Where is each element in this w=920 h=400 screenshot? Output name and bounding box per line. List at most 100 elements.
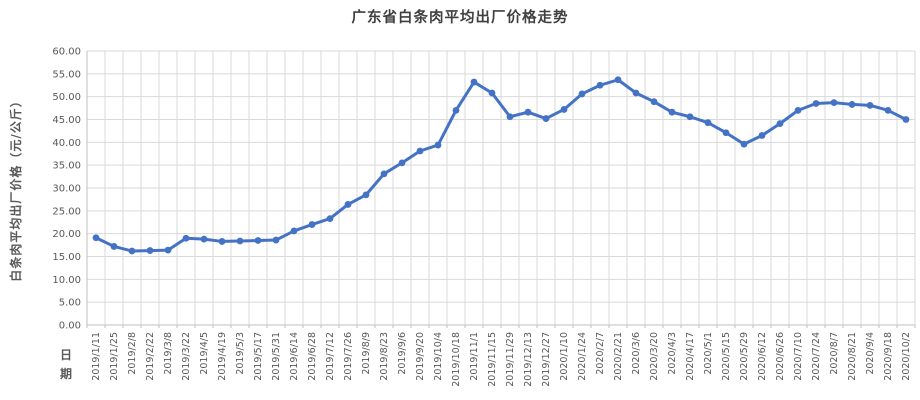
y-tick-label: 30.00 bbox=[52, 184, 81, 195]
data-point bbox=[884, 106, 892, 114]
y-tick-label: 50.00 bbox=[52, 92, 81, 103]
y-tick-label: 20.00 bbox=[52, 229, 81, 240]
x-tick-label: 2019/2/22 bbox=[145, 332, 156, 381]
x-tick-label: 2019/3/22 bbox=[181, 332, 192, 381]
data-point bbox=[704, 119, 712, 127]
x-tick-label: 2020/1/24 bbox=[577, 332, 588, 381]
y-tick-label: 60.00 bbox=[52, 47, 81, 58]
y-tick-label: 40.00 bbox=[52, 138, 81, 149]
data-point bbox=[272, 236, 280, 244]
x-tick-label: 2019/4/19 bbox=[217, 332, 228, 381]
x-tick-label: 2020/5/15 bbox=[721, 332, 732, 381]
x-tick-label: 2019/11/29 bbox=[505, 332, 516, 387]
y-axis-title: 白条肉平均出厂价格（元/公斤） bbox=[8, 94, 23, 281]
data-point bbox=[812, 100, 820, 107]
data-point bbox=[596, 81, 604, 89]
x-tick-label: 2020/4/3 bbox=[667, 332, 678, 375]
x-tick-label: 2019/6/14 bbox=[289, 332, 300, 381]
data-point bbox=[290, 227, 298, 235]
data-point bbox=[776, 120, 784, 128]
data-point bbox=[200, 235, 208, 243]
price-line-series bbox=[94, 78, 908, 253]
x-tick-label: 2020/3/6 bbox=[631, 332, 642, 375]
data-point bbox=[326, 215, 334, 222]
data-point bbox=[164, 246, 172, 254]
x-tick-label: 2019/10/18 bbox=[451, 332, 462, 387]
data-point bbox=[506, 113, 514, 121]
data-point bbox=[686, 113, 694, 121]
data-point bbox=[344, 201, 352, 208]
x-axis-tick-labels: 2019/1/11 2019/1/25 2019/2/8 2019/2/22 2019/… bbox=[91, 332, 912, 387]
data-point bbox=[182, 234, 190, 242]
x-tick-label: 2020/1/10 bbox=[559, 332, 570, 381]
x-tick-label: 2019/11/15 bbox=[487, 332, 498, 387]
x-tick-label: 2019/7/12 bbox=[325, 332, 336, 381]
x-tick-label: 2019/9/6 bbox=[397, 332, 408, 375]
data-point bbox=[668, 108, 676, 116]
x-tick-label: 2020/6/26 bbox=[775, 332, 786, 381]
data-point bbox=[722, 129, 730, 137]
x-tick-label: 2019/1/25 bbox=[109, 332, 120, 381]
data-point bbox=[362, 191, 370, 199]
x-tick-label: 2020/8/21 bbox=[847, 332, 858, 381]
data-point bbox=[578, 90, 586, 98]
data-point bbox=[146, 247, 154, 254]
x-tick-label: 2020/9/4 bbox=[865, 332, 876, 375]
x-tick-label: 2020/2/21 bbox=[613, 332, 624, 381]
data-point bbox=[758, 132, 766, 139]
data-point bbox=[416, 147, 424, 155]
x-tick-label: 2019/9/20 bbox=[415, 332, 426, 381]
x-tick-label: 2019/5/31 bbox=[271, 332, 282, 381]
x-tick-label: 2019/1/11 bbox=[91, 332, 102, 381]
x-tick-label: 2019/8/9 bbox=[361, 332, 372, 375]
x-tick-label: 2019/11/1 bbox=[469, 332, 480, 381]
data-point bbox=[632, 89, 640, 97]
x-tick-label: 2019/6/28 bbox=[307, 332, 318, 381]
data-point bbox=[452, 106, 460, 114]
x-tick-label: 2019/3/8 bbox=[163, 332, 174, 375]
x-tick-label: 2019/12/27 bbox=[541, 332, 552, 387]
x-tick-label: 2020/5/29 bbox=[739, 332, 750, 381]
x-tick-label: 2019/4/5 bbox=[199, 332, 210, 375]
data-point bbox=[560, 106, 568, 113]
x-tick-label: 2019/8/23 bbox=[379, 332, 390, 381]
x-axis-ticks bbox=[86, 325, 916, 328]
data-point bbox=[650, 98, 658, 106]
data-point bbox=[254, 237, 262, 244]
x-tick-label: 2019/10/4 bbox=[433, 332, 444, 381]
data-point bbox=[794, 106, 802, 114]
x-tick-label: 2020/4/17 bbox=[685, 332, 696, 381]
y-tick-label: 15.00 bbox=[52, 252, 81, 263]
y-tick-label: 10.00 bbox=[52, 275, 81, 286]
y-tick-label: 35.00 bbox=[52, 161, 81, 172]
x-tick-label: 2020/6/12 bbox=[757, 332, 768, 381]
data-point bbox=[488, 89, 496, 97]
y-tick-label: 25.00 bbox=[52, 206, 81, 217]
x-tick-label: 2019/5/3 bbox=[235, 332, 246, 375]
y-tick-label: 0.00 bbox=[59, 321, 81, 332]
data-point bbox=[848, 101, 856, 108]
data-point bbox=[740, 140, 748, 148]
x-tick-label: 2020/5/1 bbox=[703, 332, 714, 375]
x-tick-label: 2019/12/13 bbox=[523, 332, 534, 387]
x-tick-label: 2020/8/7 bbox=[829, 332, 840, 375]
data-point bbox=[830, 99, 838, 107]
data-point bbox=[542, 115, 550, 122]
x-tick-label: 2020/10/2 bbox=[901, 332, 912, 381]
data-point bbox=[128, 247, 136, 255]
x-tick-label: 2019/5/17 bbox=[253, 332, 264, 381]
x-axis-title: 日期 bbox=[59, 348, 72, 381]
data-point bbox=[308, 221, 316, 228]
y-axis-tick-labels: 0.00 5.00 10.00 15.00 20.00 25.00 30.00 35.00 40… bbox=[52, 47, 81, 332]
x-tick-label: 2020/9/18 bbox=[883, 332, 894, 381]
x-tick-label: 2020/7/24 bbox=[811, 332, 822, 381]
data-point bbox=[236, 237, 244, 245]
x-tick-label: 2019/7/26 bbox=[343, 332, 354, 381]
x-tick-label: 2019/2/8 bbox=[127, 332, 138, 375]
data-point bbox=[380, 170, 388, 178]
y-tick-label: 45.00 bbox=[52, 115, 81, 126]
data-point bbox=[614, 76, 622, 84]
x-tick-label: 2020/3/20 bbox=[649, 332, 660, 381]
